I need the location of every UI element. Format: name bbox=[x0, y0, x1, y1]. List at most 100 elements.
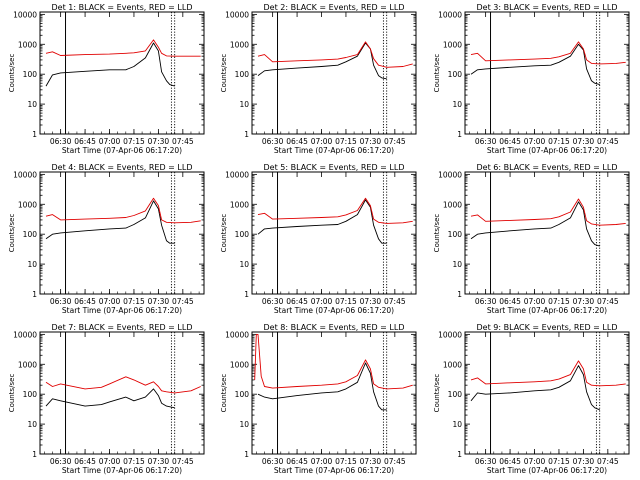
series-line-lld bbox=[254, 333, 413, 390]
panel-title: Det 3: BLACK = Events, RED = LLD bbox=[477, 3, 618, 12]
plot-frame bbox=[464, 171, 630, 295]
y-tick-label: 10 bbox=[452, 420, 462, 429]
panel-title: Det 2: BLACK = Events, RED = LLD bbox=[264, 3, 405, 12]
series-line-lld bbox=[470, 360, 626, 387]
y-tick-label: 1000 bbox=[443, 40, 462, 49]
y-tick-label: 10000 bbox=[13, 330, 37, 339]
y-tick-label: 10 bbox=[239, 420, 249, 429]
x-tick-label: 07:15 bbox=[123, 457, 145, 466]
x-tick-label: 07:30 bbox=[360, 297, 382, 306]
series-line-lld bbox=[45, 39, 201, 57]
x-tick-label: 06:45 bbox=[499, 137, 521, 146]
x-tick-label: 07:30 bbox=[148, 457, 170, 466]
y-tick-label: 10 bbox=[452, 100, 462, 109]
y-axis-label: Counts/sec bbox=[220, 374, 228, 413]
x-tick-label: 07:00 bbox=[524, 137, 546, 146]
y-tick-label: 10 bbox=[27, 260, 37, 269]
x-tick-label: 07:00 bbox=[311, 457, 333, 466]
y-tick-label: 10000 bbox=[438, 330, 462, 339]
x-tick-label: 07:15 bbox=[123, 297, 145, 306]
plot-frame bbox=[39, 171, 205, 295]
y-axis-label: Counts/sec bbox=[220, 54, 228, 93]
panel-title: Det 1: BLACK = Events, RED = LLD bbox=[52, 3, 193, 12]
x-tick-label: 07:45 bbox=[172, 457, 194, 466]
x-tick-label: 06:45 bbox=[74, 297, 96, 306]
y-axis-label: Counts/sec bbox=[220, 214, 228, 253]
x-tick-label: 07:45 bbox=[597, 137, 619, 146]
panel-title: Det 4: BLACK = Events, RED = LLD bbox=[52, 163, 193, 172]
x-tick-label: 07:45 bbox=[597, 457, 619, 466]
x-tick-label: 07:30 bbox=[573, 457, 595, 466]
detector-panel-4: 1 10 100 1000 10000 06:30 06:45 07:00 07:15 07:30… bbox=[8, 163, 205, 315]
x-tick-label: 07:00 bbox=[99, 457, 121, 466]
y-tick-label: 10000 bbox=[225, 330, 249, 339]
x-tick-label: 06:45 bbox=[286, 297, 308, 306]
x-tick-label: 06:45 bbox=[286, 137, 308, 146]
x-tick-label: 06:30 bbox=[262, 457, 284, 466]
x-tick-label: 07:00 bbox=[311, 137, 333, 146]
series-line-lld bbox=[45, 197, 201, 224]
y-tick-label: 100 bbox=[448, 390, 463, 399]
x-axis-label: Start Time (07-Apr-06 06:17:20) bbox=[62, 306, 182, 315]
x-tick-label: 06:30 bbox=[50, 457, 72, 466]
y-axis-label: Counts/sec bbox=[8, 374, 16, 413]
y-tick-label: 1 bbox=[244, 130, 249, 139]
series-line-events bbox=[45, 42, 175, 87]
x-tick-label: 06:30 bbox=[262, 137, 284, 146]
y-tick-label: 1000 bbox=[18, 200, 37, 209]
series-line-lld bbox=[470, 198, 626, 226]
y-tick-label: 1000 bbox=[230, 360, 249, 369]
y-tick-label: 100 bbox=[23, 70, 38, 79]
y-tick-label: 1 bbox=[457, 450, 462, 459]
plot-frame bbox=[39, 11, 205, 135]
x-tick-label: 07:30 bbox=[148, 137, 170, 146]
x-tick-label: 06:30 bbox=[262, 297, 284, 306]
y-tick-label: 10 bbox=[452, 260, 462, 269]
plot-frame bbox=[464, 11, 630, 135]
x-tick-label: 06:45 bbox=[286, 457, 308, 466]
series-line-events bbox=[257, 362, 387, 411]
detector-panel-6: 1 10 100 1000 10000 06:30 06:45 07:00 07:15 07:30… bbox=[433, 163, 630, 315]
y-tick-label: 10 bbox=[239, 260, 249, 269]
y-tick-label: 10000 bbox=[225, 170, 249, 179]
series-line-events bbox=[257, 199, 387, 244]
y-axis-label: Counts/sec bbox=[433, 374, 441, 413]
y-tick-label: 100 bbox=[235, 70, 250, 79]
y-tick-label: 100 bbox=[235, 230, 250, 239]
y-tick-label: 10 bbox=[27, 420, 37, 429]
x-axis-label: Start Time (07-Apr-06 06:17:20) bbox=[487, 306, 607, 315]
y-axis-label: Counts/sec bbox=[433, 214, 441, 253]
plot-frame bbox=[251, 171, 417, 295]
x-tick-label: 06:30 bbox=[50, 137, 72, 146]
y-tick-label: 1 bbox=[244, 450, 249, 459]
x-tick-label: 06:30 bbox=[475, 457, 497, 466]
x-tick-label: 06:30 bbox=[475, 297, 497, 306]
detector-panel-2: 1 10 100 1000 10000 06:30 06:45 07:00 07:15 07:30… bbox=[220, 3, 417, 155]
series-line-events bbox=[470, 365, 600, 411]
y-tick-label: 10000 bbox=[438, 10, 462, 19]
y-tick-label: 1000 bbox=[230, 40, 249, 49]
y-tick-label: 1000 bbox=[443, 200, 462, 209]
y-tick-label: 100 bbox=[23, 390, 38, 399]
y-tick-label: 1 bbox=[457, 130, 462, 139]
y-tick-label: 1000 bbox=[18, 40, 37, 49]
y-tick-label: 1 bbox=[32, 290, 37, 299]
plot-frame bbox=[251, 11, 417, 135]
x-tick-label: 07:30 bbox=[148, 297, 170, 306]
x-axis-label: Start Time (07-Apr-06 06:17:20) bbox=[487, 466, 607, 475]
panel-title: Det 5: BLACK = Events, RED = LLD bbox=[264, 163, 405, 172]
plot-frame bbox=[39, 331, 205, 455]
x-tick-label: 06:45 bbox=[499, 457, 521, 466]
x-tick-label: 06:45 bbox=[74, 137, 96, 146]
panel-title: Det 9: BLACK = Events, RED = LLD bbox=[477, 323, 618, 332]
x-tick-label: 07:15 bbox=[335, 457, 357, 466]
x-tick-label: 07:15 bbox=[335, 137, 357, 146]
series-line-lld bbox=[257, 197, 413, 224]
x-tick-label: 07:30 bbox=[360, 457, 382, 466]
y-axis-label: Counts/sec bbox=[433, 54, 441, 93]
series-line-events bbox=[257, 42, 387, 80]
detector-panel-5: 1 10 100 1000 10000 06:30 06:45 07:00 07:15 07:30… bbox=[220, 163, 417, 315]
x-tick-label: 07:30 bbox=[573, 297, 595, 306]
x-tick-label: 07:00 bbox=[524, 457, 546, 466]
